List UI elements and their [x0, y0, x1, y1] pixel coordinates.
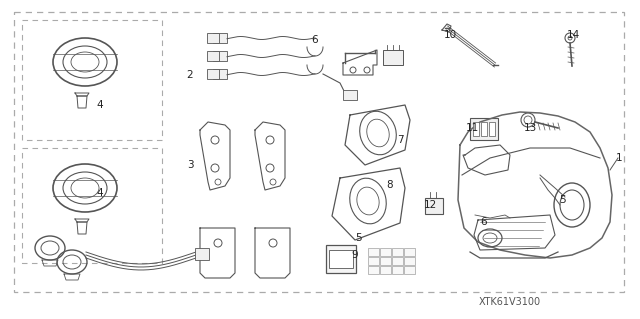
- Bar: [383, 50, 403, 65]
- Text: 6: 6: [312, 35, 318, 45]
- Text: 8: 8: [387, 180, 394, 190]
- Bar: [425, 198, 443, 214]
- Text: XTK61V3100: XTK61V3100: [479, 297, 541, 307]
- Bar: [329, 250, 353, 268]
- Bar: [368, 266, 379, 274]
- Bar: [392, 257, 403, 265]
- Bar: [213, 69, 227, 79]
- Bar: [22, 20, 162, 140]
- Bar: [380, 266, 391, 274]
- Bar: [207, 69, 219, 79]
- Bar: [207, 51, 219, 61]
- Bar: [481, 122, 487, 136]
- Text: 9: 9: [352, 250, 358, 260]
- Bar: [368, 257, 379, 265]
- Bar: [404, 266, 415, 274]
- Bar: [195, 248, 209, 260]
- Text: 7: 7: [397, 135, 403, 145]
- Bar: [343, 90, 357, 100]
- Text: 4: 4: [97, 100, 103, 110]
- Text: 12: 12: [424, 200, 436, 210]
- Bar: [207, 33, 219, 43]
- Bar: [380, 248, 391, 256]
- Bar: [22, 148, 162, 263]
- Text: 10: 10: [444, 30, 456, 40]
- Bar: [392, 266, 403, 274]
- Bar: [368, 248, 379, 256]
- Text: 2: 2: [187, 70, 193, 80]
- Bar: [380, 257, 391, 265]
- Text: 14: 14: [566, 30, 580, 40]
- Bar: [392, 248, 403, 256]
- Text: 1: 1: [616, 153, 622, 163]
- Text: 6: 6: [481, 217, 487, 227]
- Bar: [404, 248, 415, 256]
- Bar: [473, 122, 479, 136]
- Bar: [404, 257, 415, 265]
- Text: 5: 5: [355, 233, 362, 243]
- Text: 3: 3: [187, 160, 193, 170]
- Bar: [213, 51, 227, 61]
- Ellipse shape: [332, 255, 340, 263]
- Bar: [326, 245, 356, 273]
- Text: 13: 13: [524, 123, 536, 133]
- Text: 4: 4: [97, 188, 103, 198]
- Bar: [14, 12, 624, 292]
- Text: 11: 11: [465, 123, 479, 133]
- Bar: [470, 118, 498, 140]
- Bar: [213, 33, 227, 43]
- Bar: [489, 122, 495, 136]
- Text: 5: 5: [559, 195, 565, 205]
